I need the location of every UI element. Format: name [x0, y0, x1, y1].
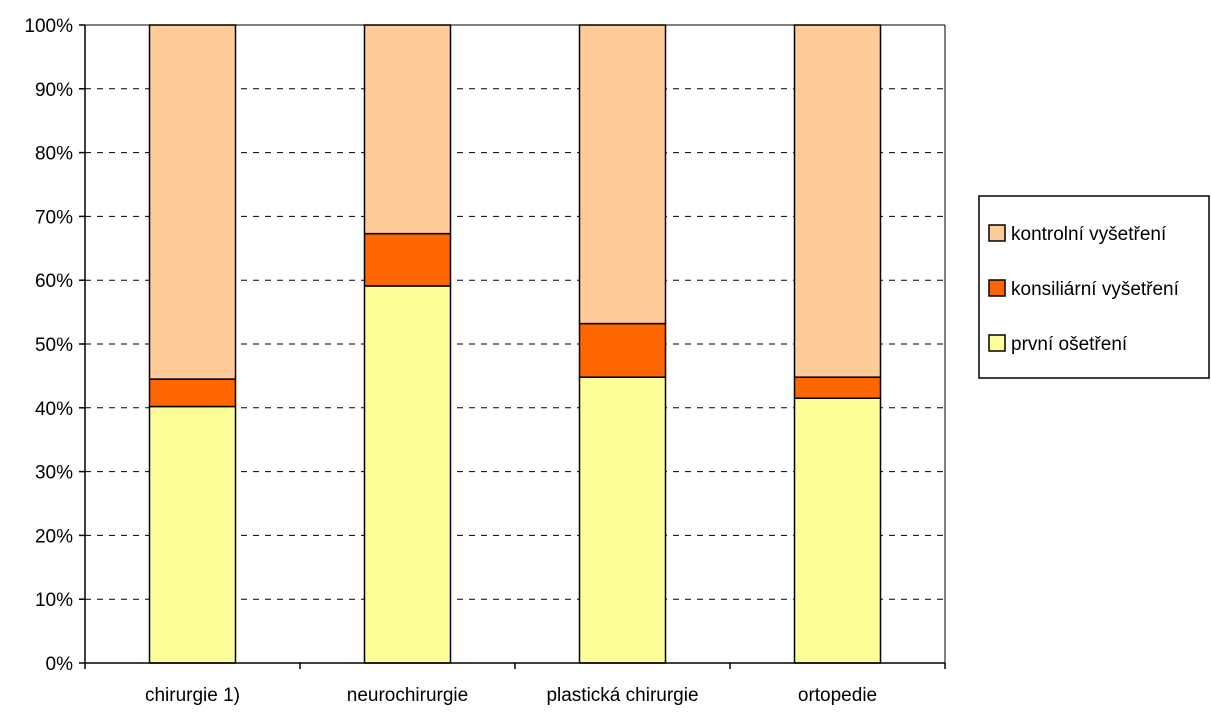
y-tick-label: 100% [24, 16, 73, 37]
y-tick-label: 80% [35, 144, 73, 165]
y-tick-label: 50% [35, 335, 73, 356]
legend-swatch [988, 279, 1006, 297]
axes: chirurgie 1) neurochirurgie plastická chir… [24, 16, 946, 706]
legend-box [978, 195, 1210, 379]
bars [148, 24, 882, 664]
x-tick-label: neurochirurgie [347, 685, 468, 706]
x-tick-label: chirurgie 1) [145, 685, 240, 706]
legend-label: kontrolní vyšetření [1011, 224, 1167, 245]
legend: kontrolní vyšetření konsiliární vyšetření… [978, 195, 1210, 379]
bar-segment [793, 397, 882, 664]
y-tick-label: 0% [46, 654, 74, 675]
bar-segment [578, 24, 667, 325]
bar-segment [578, 322, 667, 378]
legend-swatch [988, 224, 1006, 242]
bar-segment [148, 405, 237, 664]
y-tick-label: 70% [35, 207, 73, 228]
bar-segment [363, 285, 452, 664]
bar-segment [578, 376, 667, 664]
legend-swatch [988, 334, 1006, 352]
bar-segment [363, 24, 452, 235]
x-tick-label: ortopedie [798, 685, 877, 706]
y-tick-label: 10% [35, 590, 73, 611]
y-tick-label: 20% [35, 526, 73, 547]
legend-label: první ošetření [1011, 334, 1128, 355]
y-tick-label: 40% [35, 399, 73, 420]
bar-segment [363, 232, 452, 287]
bar-segment [793, 24, 882, 378]
bar-segment [148, 378, 237, 408]
y-tick-label: 60% [35, 271, 73, 292]
bar-segment [148, 24, 237, 380]
y-tick-label: 30% [35, 463, 73, 484]
bar-segment [793, 376, 882, 399]
x-tick-label: plastická chirurgie [546, 685, 698, 706]
y-tick-label: 90% [35, 80, 73, 101]
legend-label: konsiliární vyšetření [1011, 279, 1180, 300]
